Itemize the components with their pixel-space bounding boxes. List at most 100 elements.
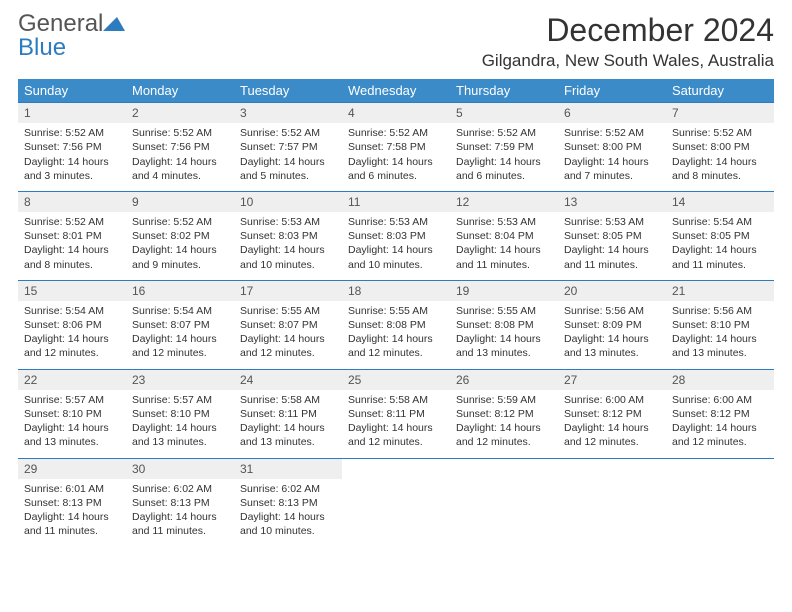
sunset-text: Sunset: 8:08 PM (456, 318, 552, 332)
week-content-row: Sunrise: 5:54 AMSunset: 8:06 PMDaylight:… (18, 301, 774, 369)
sunrise-text: Sunrise: 5:52 AM (24, 215, 120, 229)
day-number-cell: 4 (342, 103, 450, 124)
day-content-cell: Sunrise: 5:59 AMSunset: 8:12 PMDaylight:… (450, 390, 558, 458)
daylight-text: and 10 minutes. (348, 258, 444, 272)
day-number-cell: 12 (450, 191, 558, 212)
daylight-text: and 11 minutes. (456, 258, 552, 272)
sunrise-text: Sunrise: 5:55 AM (348, 304, 444, 318)
day-content-cell: Sunrise: 6:00 AMSunset: 8:12 PMDaylight:… (558, 390, 666, 458)
daylight-text: Daylight: 14 hours (24, 510, 120, 524)
daylight-text: and 7 minutes. (564, 169, 660, 183)
daylight-text: Daylight: 14 hours (348, 421, 444, 435)
day-number-cell: 3 (234, 103, 342, 124)
sunset-text: Sunset: 8:13 PM (24, 496, 120, 510)
col-monday: Monday (126, 79, 234, 103)
daylight-text: Daylight: 14 hours (456, 332, 552, 346)
daylight-text: Daylight: 14 hours (24, 243, 120, 257)
sunrise-text: Sunrise: 5:58 AM (348, 393, 444, 407)
daylight-text: Daylight: 14 hours (564, 155, 660, 169)
week-number-row: 891011121314 (18, 191, 774, 212)
sunset-text: Sunset: 8:00 PM (672, 140, 768, 154)
day-number-cell: 18 (342, 280, 450, 301)
sunset-text: Sunset: 7:56 PM (24, 140, 120, 154)
sunset-text: Sunset: 8:13 PM (240, 496, 336, 510)
col-saturday: Saturday (666, 79, 774, 103)
day-content-cell: Sunrise: 5:53 AMSunset: 8:03 PMDaylight:… (342, 212, 450, 280)
daylight-text: Daylight: 14 hours (132, 421, 228, 435)
daylight-text: and 5 minutes. (240, 169, 336, 183)
daylight-text: and 12 minutes. (24, 346, 120, 360)
sunset-text: Sunset: 8:10 PM (132, 407, 228, 421)
day-content-cell (558, 479, 666, 547)
col-wednesday: Wednesday (342, 79, 450, 103)
sunset-text: Sunset: 8:01 PM (24, 229, 120, 243)
header: General Blue December 2024 Gilgandra, Ne… (18, 12, 774, 71)
week-content-row: Sunrise: 5:57 AMSunset: 8:10 PMDaylight:… (18, 390, 774, 458)
sunset-text: Sunset: 8:00 PM (564, 140, 660, 154)
sunset-text: Sunset: 8:07 PM (132, 318, 228, 332)
logo-text: General Blue (18, 12, 125, 60)
daylight-text: Daylight: 14 hours (456, 155, 552, 169)
week-number-row: 15161718192021 (18, 280, 774, 301)
sunrise-text: Sunrise: 5:58 AM (240, 393, 336, 407)
day-number-cell (450, 458, 558, 479)
day-number-cell: 28 (666, 369, 774, 390)
day-number-cell: 16 (126, 280, 234, 301)
sunset-text: Sunset: 8:03 PM (240, 229, 336, 243)
week-content-row: Sunrise: 5:52 AM Sunset: 7:56 PM Daylight:… (18, 123, 774, 191)
day-content-cell: Sunrise: 5:55 AMSunset: 8:08 PMDaylight:… (450, 301, 558, 369)
daylight-text: and 12 minutes. (348, 346, 444, 360)
sunset-text: Sunset: 8:07 PM (240, 318, 336, 332)
sunrise-text: Sunrise: 5:52 AM (132, 215, 228, 229)
sunset-text: Sunset: 8:08 PM (348, 318, 444, 332)
daylight-text: Daylight: 14 hours (672, 155, 768, 169)
sunrise-text: Sunrise: 5:55 AM (456, 304, 552, 318)
week-number-row: 1234567 (18, 103, 774, 124)
week-content-row: Sunrise: 6:01 AMSunset: 8:13 PMDaylight:… (18, 479, 774, 547)
day-number-cell: 24 (234, 369, 342, 390)
daylight-text: Daylight: 14 hours (348, 332, 444, 346)
daylight-text: and 10 minutes. (240, 524, 336, 538)
daylight-text: and 13 minutes. (564, 346, 660, 360)
daylight-text: and 11 minutes. (564, 258, 660, 272)
day-number-cell (558, 458, 666, 479)
day-number-cell: 21 (666, 280, 774, 301)
daylight-text: and 11 minutes. (672, 258, 768, 272)
daylight-text: and 6 minutes. (456, 169, 552, 183)
sunset-text: Sunset: 8:12 PM (564, 407, 660, 421)
sunset-text: Sunset: 8:09 PM (564, 318, 660, 332)
sunrise-text: Sunrise: 5:57 AM (24, 393, 120, 407)
logo-line1: General (18, 10, 103, 37)
sunset-text: Sunset: 8:13 PM (132, 496, 228, 510)
day-content-cell: Sunrise: 5:52 AMSunset: 8:00 PMDaylight:… (558, 123, 666, 191)
day-number-cell: 25 (342, 369, 450, 390)
sunrise-text: Sunrise: 5:52 AM (672, 126, 768, 140)
sunset-text: Sunset: 8:11 PM (348, 407, 444, 421)
day-number-cell: 8 (18, 191, 126, 212)
daylight-text: Daylight: 14 hours (564, 332, 660, 346)
day-number-cell: 2 (126, 103, 234, 124)
day-content-cell: Sunrise: 5:53 AMSunset: 8:05 PMDaylight:… (558, 212, 666, 280)
sunset-text: Sunset: 8:12 PM (672, 407, 768, 421)
daylight-text: Daylight: 14 hours (24, 421, 120, 435)
daylight-text: and 10 minutes. (240, 258, 336, 272)
sunrise-text: Sunrise: 5:55 AM (240, 304, 336, 318)
sunset-text: Sunset: 7:57 PM (240, 140, 336, 154)
day-number-cell: 10 (234, 191, 342, 212)
page-title: December 2024 (482, 12, 774, 49)
daylight-text: and 11 minutes. (132, 524, 228, 538)
logo-line2: Blue (18, 34, 66, 61)
sunrise-text: Sunrise: 5:52 AM (456, 126, 552, 140)
day-content-cell: Sunrise: 5:52 AMSunset: 7:56 PMDaylight:… (126, 123, 234, 191)
day-content-cell: Sunrise: 5:53 AMSunset: 8:04 PMDaylight:… (450, 212, 558, 280)
daylight-text: Daylight: 14 hours (348, 155, 444, 169)
sunrise-text: Sunrise: 6:00 AM (564, 393, 660, 407)
day-number-cell: 20 (558, 280, 666, 301)
daylight-text: and 8 minutes. (672, 169, 768, 183)
logo: General Blue (18, 12, 125, 60)
day-content-cell: Sunrise: 5:56 AMSunset: 8:10 PMDaylight:… (666, 301, 774, 369)
sunset-text: Sunset: 8:10 PM (672, 318, 768, 332)
daylight-text: and 9 minutes. (132, 258, 228, 272)
daylight-text: Daylight: 14 hours (132, 155, 228, 169)
day-content-cell: Sunrise: 5:57 AMSunset: 8:10 PMDaylight:… (126, 390, 234, 458)
